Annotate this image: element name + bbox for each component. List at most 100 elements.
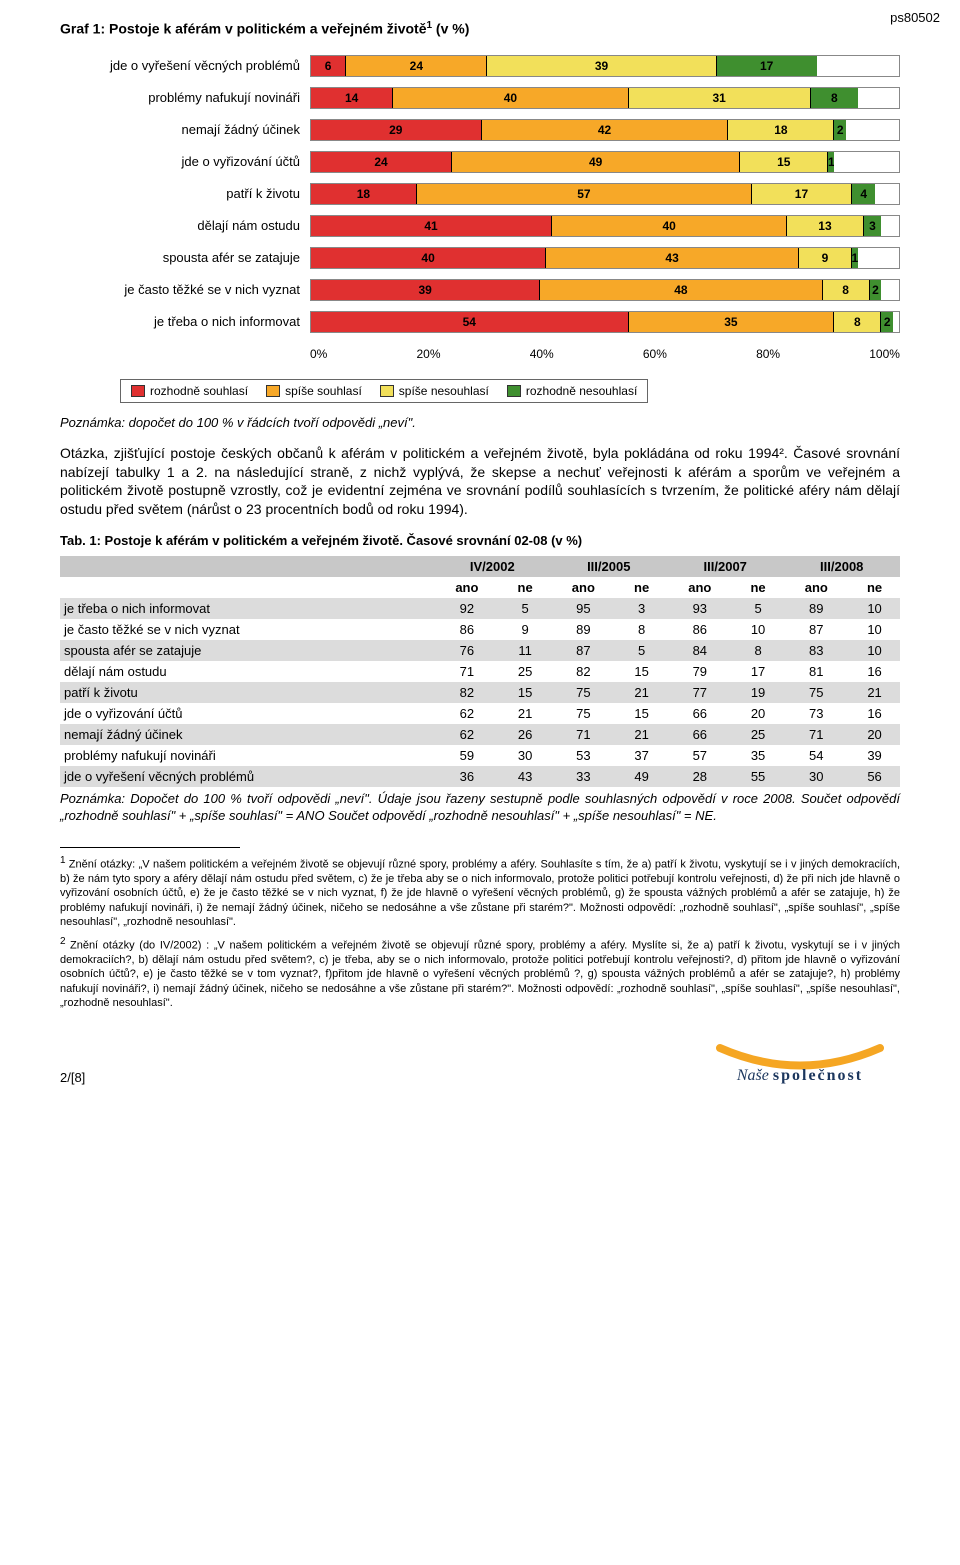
bar-segment: 24: [311, 152, 452, 172]
bar-segment: 29: [311, 120, 482, 140]
bar-segment: 1: [852, 248, 858, 268]
logo: Naše společnost: [700, 1038, 900, 1085]
chart-row: problémy nafukují novináři1440318: [60, 83, 900, 113]
logo-text-left: Naše: [737, 1067, 773, 1084]
chart-category-label: jde o vyřešení věcných problémů: [60, 58, 310, 73]
table-cell: 36: [434, 766, 500, 787]
table-cell: 15: [616, 703, 667, 724]
bar-segment: 2: [881, 312, 893, 332]
table-cell: 66: [667, 703, 733, 724]
table-cell: 30: [783, 766, 849, 787]
table-cell: 71: [434, 661, 500, 682]
bar-segment: 49: [452, 152, 740, 172]
table-cell: 21: [500, 703, 551, 724]
legend-item: rozhodně nesouhlasí: [507, 384, 637, 398]
table-subcol: ano: [667, 577, 733, 598]
bar-segment: 40: [552, 216, 787, 236]
bar-segment: 8: [823, 280, 870, 300]
table-cell: 71: [783, 724, 849, 745]
table-cell: 77: [667, 682, 733, 703]
table-cell: 86: [434, 619, 500, 640]
table-cell: 82: [551, 661, 617, 682]
table-cell: 21: [616, 682, 667, 703]
table-cell: 56: [849, 766, 900, 787]
table-cell: 8: [733, 640, 784, 661]
table-cell: 55: [733, 766, 784, 787]
table-cell: 10: [733, 619, 784, 640]
legend-swatch-icon: [131, 385, 145, 397]
table-row-label: nemají žádný účinek: [60, 724, 434, 745]
table-cell: 95: [551, 598, 617, 619]
bar-segment: 17: [717, 56, 817, 76]
table-col-group: IV/2002: [434, 556, 550, 577]
table-row-label: problémy nafukují novináři: [60, 745, 434, 766]
table-cell: 17: [733, 661, 784, 682]
table-cell: 3: [616, 598, 667, 619]
table-row: problémy nafukují novináři59305337573554…: [60, 745, 900, 766]
table-cell: 62: [434, 703, 500, 724]
chart-category-label: jde o vyřizování účtů: [60, 154, 310, 169]
bar-segment: 13: [787, 216, 863, 236]
logo-text-right: společnost: [773, 1067, 863, 1084]
bar-track: 1857174: [310, 183, 900, 205]
chart-row: jde o vyřešení věcných problémů6243917: [60, 51, 900, 81]
chart-row: spousta afér se zatajuje404391: [60, 243, 900, 273]
table-cell: 62: [434, 724, 500, 745]
bar-segment: 8: [811, 88, 858, 108]
table-col-group: III/2008: [783, 556, 900, 577]
footnote-rule: [60, 847, 240, 848]
bar-track: 404391: [310, 247, 900, 269]
x-tick: 40%: [530, 347, 554, 361]
table-cell: 83: [783, 640, 849, 661]
bar-segment: 2: [870, 280, 882, 300]
bar-track: 543582: [310, 311, 900, 333]
table-cell: 59: [434, 745, 500, 766]
table-cell: 5: [733, 598, 784, 619]
table-cell: 15: [500, 682, 551, 703]
table-cell: 16: [849, 703, 900, 724]
chart-x-axis: 0%20%40%60%80%100%: [60, 347, 900, 361]
chart-row: je třeba o nich informovat543582: [60, 307, 900, 337]
bar-segment: 4: [852, 184, 876, 204]
bar-track: 394882: [310, 279, 900, 301]
bar-segment: 1: [828, 152, 834, 172]
table-cell: 19: [733, 682, 784, 703]
doc-id: ps80502: [890, 10, 940, 25]
bar-segment: 2: [834, 120, 846, 140]
table-cell: 75: [551, 682, 617, 703]
table-row: patří k životu8215752177197521: [60, 682, 900, 703]
table-cell: 25: [733, 724, 784, 745]
chart-row: jde o vyřizování účtů2449151: [60, 147, 900, 177]
bar-track: 2942182: [310, 119, 900, 141]
bar-segment: 39: [487, 56, 716, 76]
table-row-label: patří k životu: [60, 682, 434, 703]
table-cell: 43: [500, 766, 551, 787]
bar-segment: 48: [540, 280, 822, 300]
table-row-label: jde o vyřešení věcných problémů: [60, 766, 434, 787]
table-cell: 82: [434, 682, 500, 703]
table-cell: 53: [551, 745, 617, 766]
table-title: Tab. 1: Postoje k aférám v politickém a …: [60, 533, 900, 548]
bar-segment: 31: [629, 88, 811, 108]
table-row: je často těžké se v nich vyznat869898861…: [60, 619, 900, 640]
footnote: 2 Znění otázky (do IV/2002) : „V našem p…: [60, 935, 900, 1010]
footnote: 1 Znění otázky: „V našem politickém a ve…: [60, 854, 900, 929]
table-cell: 89: [551, 619, 617, 640]
legend-swatch-icon: [380, 385, 394, 397]
table-cell: 37: [616, 745, 667, 766]
bar-segment: 40: [393, 88, 628, 108]
table-cell: 87: [551, 640, 617, 661]
table-cell: 20: [849, 724, 900, 745]
table-row: jde o vyřešení věcných problémů364333492…: [60, 766, 900, 787]
legend-item: spíše souhlasí: [266, 384, 362, 398]
table-cell: 5: [616, 640, 667, 661]
table-subcol: ano: [551, 577, 617, 598]
table-cell: 84: [667, 640, 733, 661]
chart-row: nemají žádný účinek2942182: [60, 115, 900, 145]
bar-segment: 18: [311, 184, 417, 204]
table-cell: 76: [434, 640, 500, 661]
chart-title: Graf 1: Postoje k aférám v politickém a …: [60, 20, 900, 37]
table-cell: 9: [500, 619, 551, 640]
bar-segment: 9: [799, 248, 852, 268]
table-cell: 54: [783, 745, 849, 766]
